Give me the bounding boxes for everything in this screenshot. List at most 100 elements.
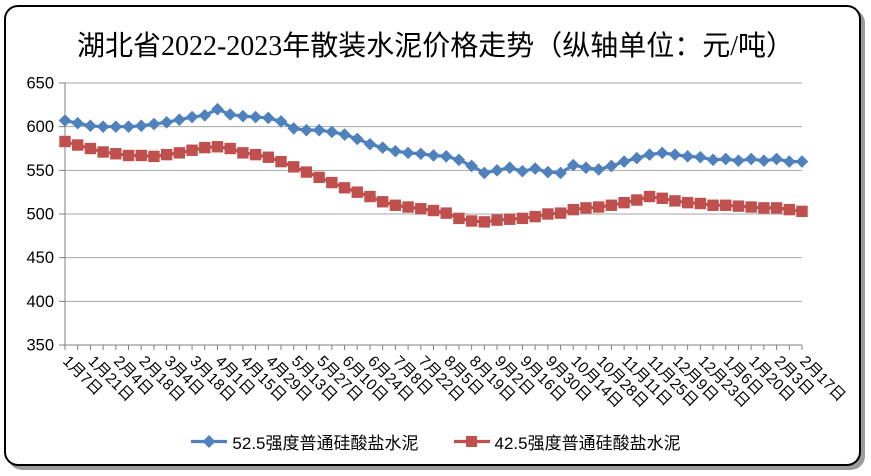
data-point: [274, 115, 288, 128]
data-point: [681, 196, 694, 209]
data-point: [110, 148, 122, 160]
data-point: [516, 164, 529, 178]
data-point: [148, 150, 160, 163]
data-point: [745, 201, 757, 213]
data-point: [351, 186, 363, 198]
data-point: [237, 147, 249, 159]
data-point: [198, 109, 212, 122]
data-point: [338, 128, 351, 141]
data-point: [160, 148, 173, 161]
data-point: [770, 152, 783, 166]
data-point: [617, 155, 631, 168]
data-point: [503, 161, 517, 175]
data-point: [478, 166, 491, 180]
data-point: [338, 182, 351, 194]
data-point: [364, 190, 376, 203]
data-point: [795, 155, 809, 168]
data-point: [618, 196, 630, 209]
data-point: [478, 216, 491, 228]
data-point: [236, 109, 250, 123]
data-point: [262, 111, 275, 125]
data-point: [744, 152, 758, 166]
data-point: [720, 199, 732, 211]
data-point: [313, 171, 325, 184]
data-point: [655, 146, 669, 160]
data-point: [580, 202, 592, 214]
legend-item-42-5: 42.5强度普通硅酸盐水泥: [453, 429, 681, 454]
data-point: [732, 200, 745, 212]
data-point: [452, 153, 466, 167]
data-point: [669, 195, 681, 207]
data-point: [453, 212, 465, 225]
data-point: [288, 161, 300, 173]
data-point: [97, 146, 109, 158]
data-point: [109, 120, 123, 133]
data-point: [185, 110, 199, 124]
data-point: [135, 149, 147, 162]
data-point: [579, 161, 593, 175]
data-point: [72, 139, 84, 151]
data-point: [300, 166, 313, 178]
data-point: [59, 135, 71, 148]
data-point: [350, 132, 364, 146]
chart-area-border: [4, 5, 861, 466]
data-point: [719, 152, 733, 166]
data-point: [643, 190, 656, 203]
diamond-marker-icon: [191, 434, 228, 448]
data-point: [363, 137, 377, 151]
data-point: [796, 205, 808, 218]
y-tick-label: 550: [26, 162, 54, 180]
data-point: [134, 119, 148, 133]
data-point: [643, 148, 656, 161]
y-tick-label: 450: [26, 249, 54, 267]
data-point: [542, 208, 554, 220]
legend-label-52-5: 52.5强度普通硅酸盐水泥: [232, 433, 419, 453]
data-point: [757, 154, 771, 168]
data-point: [554, 166, 567, 180]
data-point: [173, 113, 186, 126]
data-point: [96, 120, 110, 133]
data-point: [249, 110, 262, 124]
data-point: [427, 149, 440, 162]
data-point: [275, 155, 287, 168]
data-point: [592, 201, 605, 213]
data-point: [554, 207, 567, 219]
data-point: [529, 210, 541, 223]
data-point: [783, 203, 795, 216]
data-point: [541, 165, 555, 179]
data-point: [71, 116, 85, 130]
data-point: [592, 163, 605, 176]
y-tick-label: 350: [26, 337, 54, 355]
data-point: [389, 199, 402, 211]
data-point: [147, 117, 161, 131]
data-point: [376, 196, 389, 208]
data-point: [160, 116, 173, 129]
chart-title: 湖北省2022-2023年散装水泥价格走势（纵轴单位：元/吨）: [76, 31, 795, 62]
data-point: [186, 144, 198, 156]
data-point: [694, 150, 707, 164]
y-tick-label: 500: [26, 206, 54, 224]
data-point: [211, 102, 224, 116]
data-point: [758, 202, 770, 214]
data-point: [325, 125, 339, 139]
data-point: [326, 176, 338, 189]
y-tick-label: 400: [26, 293, 54, 311]
data-point: [630, 151, 644, 165]
data-point: [300, 123, 313, 137]
data-point: [504, 213, 516, 225]
data-point: [84, 119, 97, 133]
data-point: [211, 141, 224, 153]
data-point: [199, 141, 211, 154]
data-point: [566, 158, 580, 172]
data-point: [414, 147, 428, 161]
legend-label-42-5: 42.5强度普通硅酸盐水泥: [494, 433, 681, 453]
data-point: [376, 141, 389, 154]
data-point: [567, 203, 579, 216]
data-point: [770, 202, 783, 214]
y-tick-label: 600: [26, 118, 54, 136]
data-point: [440, 207, 452, 219]
data-point: [122, 120, 135, 133]
data-point: [439, 150, 453, 163]
y-tick-label: 650: [26, 75, 54, 93]
